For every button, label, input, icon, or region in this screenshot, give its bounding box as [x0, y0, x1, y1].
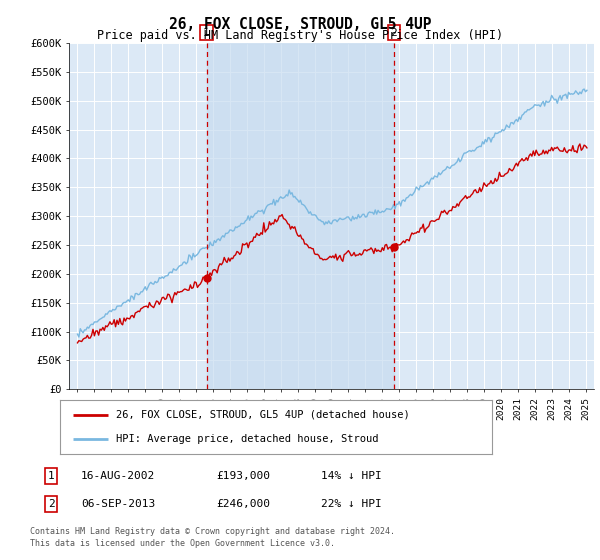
Text: 22% ↓ HPI: 22% ↓ HPI	[321, 499, 382, 509]
Text: 16-AUG-2002: 16-AUG-2002	[81, 471, 155, 481]
Text: £193,000: £193,000	[216, 471, 270, 481]
Text: This data is licensed under the Open Government Licence v3.0.: This data is licensed under the Open Gov…	[30, 539, 335, 548]
Text: Price paid vs. HM Land Registry's House Price Index (HPI): Price paid vs. HM Land Registry's House …	[97, 29, 503, 42]
Text: 2: 2	[391, 27, 397, 38]
Text: 2: 2	[47, 499, 55, 509]
Text: 26, FOX CLOSE, STROUD, GL5 4UP: 26, FOX CLOSE, STROUD, GL5 4UP	[169, 17, 431, 32]
Text: HPI: Average price, detached house, Stroud: HPI: Average price, detached house, Stro…	[116, 434, 379, 444]
Text: 26, FOX CLOSE, STROUD, GL5 4UP (detached house): 26, FOX CLOSE, STROUD, GL5 4UP (detached…	[116, 410, 410, 420]
Text: 06-SEP-2013: 06-SEP-2013	[81, 499, 155, 509]
Text: 1: 1	[47, 471, 55, 481]
Bar	[206, 43, 394, 389]
Text: Contains HM Land Registry data © Crown copyright and database right 2024.: Contains HM Land Registry data © Crown c…	[30, 528, 395, 536]
Text: £246,000: £246,000	[216, 499, 270, 509]
Text: 1: 1	[203, 27, 210, 38]
Text: 14% ↓ HPI: 14% ↓ HPI	[321, 471, 382, 481]
